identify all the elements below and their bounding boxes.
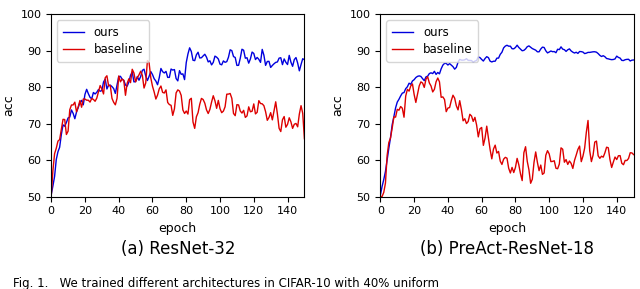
Legend: ours, baseline: ours, baseline <box>387 20 479 62</box>
ours <box>466 59 474 62</box>
ours <box>556 48 563 51</box>
Text: (b) PreAct-ResNet-18: (b) PreAct-ResNet-18 <box>420 240 594 258</box>
baseline <box>627 151 634 155</box>
Line: ours: ours <box>380 45 634 195</box>
ours <box>209 61 217 64</box>
baseline <box>297 104 305 108</box>
ours <box>630 58 637 62</box>
baseline <box>376 195 384 198</box>
ours <box>376 193 384 197</box>
Y-axis label: acc: acc <box>331 95 344 116</box>
ours <box>227 48 234 51</box>
baseline <box>539 173 547 176</box>
Y-axis label: acc: acc <box>2 95 15 116</box>
baseline <box>203 108 211 112</box>
Line: baseline: baseline <box>51 60 305 197</box>
ours <box>171 68 179 71</box>
Text: (a) ResNet-32: (a) ResNet-32 <box>120 240 235 258</box>
baseline <box>47 195 55 198</box>
ours <box>627 59 634 63</box>
ours <box>47 193 55 197</box>
baseline <box>532 150 540 154</box>
Text: Fig. 1.   We trained different architectures in CIFAR-10 with 40% uniform: Fig. 1. We trained different architectur… <box>13 277 439 289</box>
baseline <box>137 70 145 73</box>
baseline <box>301 137 308 140</box>
X-axis label: epoch: epoch <box>159 222 197 235</box>
Line: baseline: baseline <box>380 77 634 197</box>
ours <box>513 43 521 47</box>
baseline <box>630 153 637 156</box>
Line: ours: ours <box>51 48 305 195</box>
baseline <box>227 92 234 95</box>
X-axis label: epoch: epoch <box>488 222 526 235</box>
ours <box>301 58 308 62</box>
ours <box>203 55 211 59</box>
ours <box>500 46 508 50</box>
baseline <box>502 155 509 159</box>
baseline <box>209 94 217 97</box>
ours <box>532 49 540 52</box>
ours <box>297 63 305 66</box>
baseline <box>172 91 180 95</box>
ours <box>539 45 547 49</box>
Legend: ours, baseline: ours, baseline <box>57 20 149 62</box>
baseline <box>143 59 151 62</box>
baseline <box>468 114 476 118</box>
baseline <box>556 162 563 166</box>
ours <box>137 75 145 78</box>
ours <box>186 46 193 49</box>
baseline <box>424 75 431 78</box>
